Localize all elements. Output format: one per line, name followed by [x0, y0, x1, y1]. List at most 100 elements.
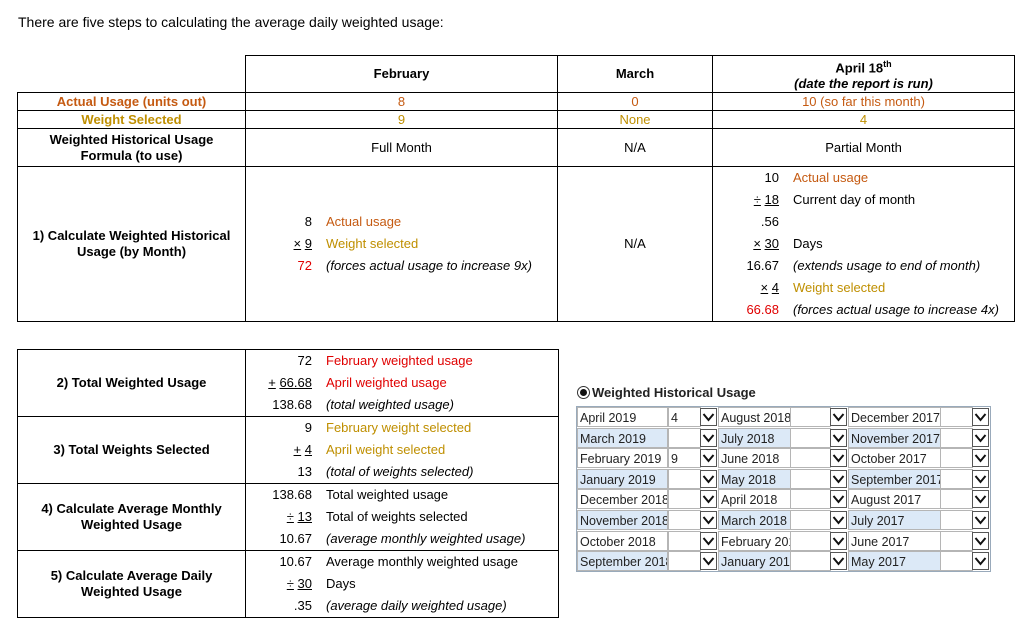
dropdown-arrow[interactable]: [700, 408, 717, 426]
radio-button[interactable]: [577, 386, 590, 399]
blank-cell: [17, 55, 246, 94]
dropdown-arrow[interactable]: [830, 490, 847, 509]
weight-input[interactable]: [790, 468, 831, 489]
calc-text: (average daily weighted usage): [326, 598, 507, 613]
value-cell: N/A: [557, 166, 713, 323]
weight-input[interactable]: [940, 489, 973, 510]
calc-text: Weight selected: [793, 280, 886, 296]
weight-input[interactable]: [940, 427, 973, 448]
value-cell: 8: [245, 92, 558, 112]
dropdown-arrow[interactable]: [972, 408, 989, 426]
dropdown-arrow[interactable]: [972, 511, 989, 529]
calc-line: ÷ 30 Days: [252, 573, 558, 595]
weight-input[interactable]: [790, 489, 831, 510]
operator: ÷: [286, 509, 294, 524]
month-label: March 2018: [718, 510, 791, 530]
calc-number: 138.68: [252, 484, 312, 506]
number: 10.67: [279, 554, 312, 569]
dropdown-arrow[interactable]: [830, 469, 847, 488]
calc-line: 66.68 (forces actual usage to increase 4x…: [719, 299, 1014, 321]
dropdown-arrow[interactable]: [972, 531, 989, 550]
dropdown-arrow[interactable]: [830, 552, 847, 571]
weight-input[interactable]: [790, 551, 831, 572]
calc-text: (total weighted usage): [326, 397, 454, 412]
calc-text: Weight selected: [326, 236, 419, 252]
weight-input[interactable]: [790, 427, 831, 448]
calc-number: 66.68: [719, 299, 779, 321]
weight-input[interactable]: [668, 489, 701, 510]
weight-input[interactable]: [940, 448, 973, 469]
number: 13: [297, 509, 312, 524]
weight-input[interactable]: [790, 510, 831, 530]
calc-number: + 66.68: [252, 372, 312, 394]
number: 30: [297, 576, 312, 591]
calc-number: ÷ 13: [252, 506, 312, 528]
dropdown-arrow[interactable]: [700, 552, 717, 571]
month-label: October 2018: [577, 530, 668, 551]
weight-input[interactable]: [940, 551, 973, 572]
calc-line: 72 February weighted usage: [252, 350, 558, 372]
month-label: September 2017: [848, 468, 941, 489]
value-cell: 9: [245, 110, 558, 130]
calc-text: Days: [326, 576, 356, 591]
dropdown-arrow[interactable]: [972, 428, 989, 447]
calc-number: .35: [252, 595, 312, 617]
dropdown-arrow[interactable]: [700, 511, 717, 529]
dropdown-arrow[interactable]: [700, 428, 717, 447]
weight-input[interactable]: [790, 448, 831, 469]
weight-input[interactable]: [940, 510, 973, 530]
table-row: 2) Total Weighted Usage 72 February weight…: [17, 349, 559, 417]
dropdown-arrow[interactable]: [972, 552, 989, 571]
weight-input[interactable]: [668, 530, 701, 551]
number: .56: [760, 214, 779, 230]
calc-line: 9 February weight selected: [252, 417, 558, 439]
dropdown-arrow[interactable]: [700, 531, 717, 550]
number: 8: [304, 214, 312, 230]
month-label: April 2019: [577, 407, 668, 427]
calc-text: Total weighted usage: [326, 487, 449, 502]
month-label: January 2019: [577, 468, 668, 489]
weight-input[interactable]: [940, 407, 973, 427]
weight-input[interactable]: [790, 407, 831, 427]
calc-number: + 4: [252, 439, 312, 461]
calc-number: 16.67: [719, 255, 779, 277]
weight-input[interactable]: 4: [668, 407, 701, 427]
weight-input[interactable]: [790, 530, 831, 551]
weight-input[interactable]: [668, 468, 701, 489]
row-label: Weight Selected: [17, 110, 246, 130]
dropdown-arrow[interactable]: [700, 449, 717, 468]
calc-line: 8 Actual usage: [252, 211, 557, 233]
calc-cell: 72 February weighted usage + 66.68 April we…: [245, 349, 559, 417]
weight-input[interactable]: [668, 427, 701, 448]
month-label: May 2017: [848, 551, 941, 572]
month-label: July 2017: [848, 510, 941, 530]
value-cell: Full Month: [245, 128, 558, 168]
calc-line: .56: [719, 211, 1014, 233]
weight-input[interactable]: [940, 530, 973, 551]
dropdown-arrow[interactable]: [830, 428, 847, 447]
weight-input[interactable]: [668, 551, 701, 572]
dropdown-arrow[interactable]: [972, 449, 989, 468]
month-label: June 2017: [848, 530, 941, 551]
dropdown-arrow[interactable]: [700, 469, 717, 488]
dropdown-arrow[interactable]: [972, 490, 989, 509]
table-row: 4) Calculate Average Monthly Weighted Us…: [17, 483, 559, 551]
calc-line: ÷ 13 Total of weights selected: [252, 506, 558, 528]
dropdown-arrow[interactable]: [830, 531, 847, 550]
value-cell: 0: [557, 92, 713, 112]
dropdown-arrow[interactable]: [830, 511, 847, 529]
calc-text: Actual usage: [793, 170, 869, 186]
calc-line: ÷ 18 Current day of month: [719, 189, 1014, 211]
calc-text: (total of weights selected): [326, 464, 474, 479]
dropdown-arrow[interactable]: [830, 449, 847, 468]
weight-input[interactable]: [668, 510, 701, 530]
operator: +: [293, 442, 302, 457]
dropdown-arrow[interactable]: [830, 408, 847, 426]
operator: ×: [753, 236, 761, 252]
dropdown-arrow[interactable]: [700, 490, 717, 509]
calc-line: + 66.68 April weighted usage: [252, 372, 558, 394]
weight-input[interactable]: [940, 468, 973, 489]
calc-cell: 9 February weight selected + 4 April weight…: [245, 416, 559, 484]
weight-input[interactable]: 9: [668, 448, 701, 469]
dropdown-arrow[interactable]: [972, 469, 989, 488]
